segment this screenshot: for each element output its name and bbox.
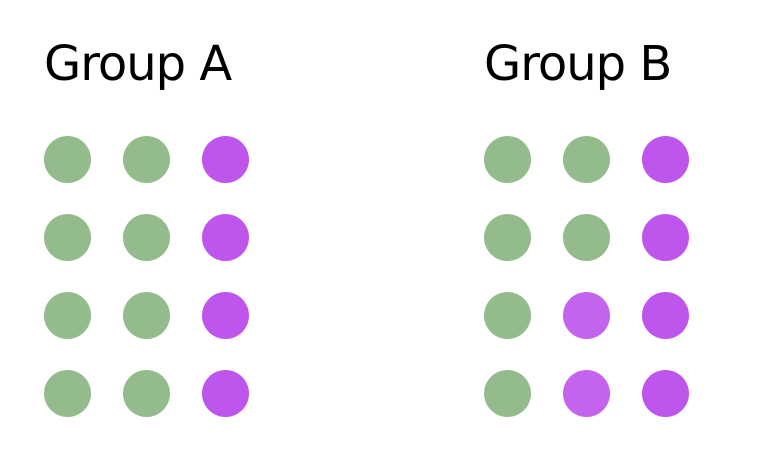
group-a-dot-r1-c1	[44, 136, 91, 183]
group-b-dot-r3-c1	[484, 292, 531, 339]
group-a-dot-r3-c2	[123, 292, 170, 339]
group-a-dot-r1-c3	[202, 136, 249, 183]
group-a-dot-r4-c1	[44, 370, 91, 417]
group-b-dot-r1-c3	[642, 136, 689, 183]
group-b-dot-r2-c3	[642, 214, 689, 261]
group-b-dot-r1-c1	[484, 136, 531, 183]
group-a: Group A	[44, 0, 304, 468]
group-a-title: Group A	[44, 36, 232, 92]
group-a-dot-r2-c3	[202, 214, 249, 261]
group-a-dot-r4-c2	[123, 370, 170, 417]
group-b: Group B	[484, 0, 744, 468]
group-b-dot-r3-c3	[642, 292, 689, 339]
group-b-dot-r4-c1	[484, 370, 531, 417]
group-a-dot-r2-c2	[123, 214, 170, 261]
group-b-dot-r4-c2	[563, 370, 610, 417]
group-a-dot-r2-c1	[44, 214, 91, 261]
group-a-dot-r3-c3	[202, 292, 249, 339]
group-a-dot-r4-c3	[202, 370, 249, 417]
group-b-dot-r1-c2	[563, 136, 610, 183]
group-a-dot-grid	[44, 136, 274, 436]
group-b-dot-r2-c2	[563, 214, 610, 261]
group-b-dot-r2-c1	[484, 214, 531, 261]
group-b-dot-grid	[484, 136, 714, 436]
group-a-dot-r3-c1	[44, 292, 91, 339]
group-b-dot-r3-c2	[563, 292, 610, 339]
group-b-title: Group B	[484, 36, 672, 92]
group-a-dot-r1-c2	[123, 136, 170, 183]
group-b-dot-r4-c3	[642, 370, 689, 417]
